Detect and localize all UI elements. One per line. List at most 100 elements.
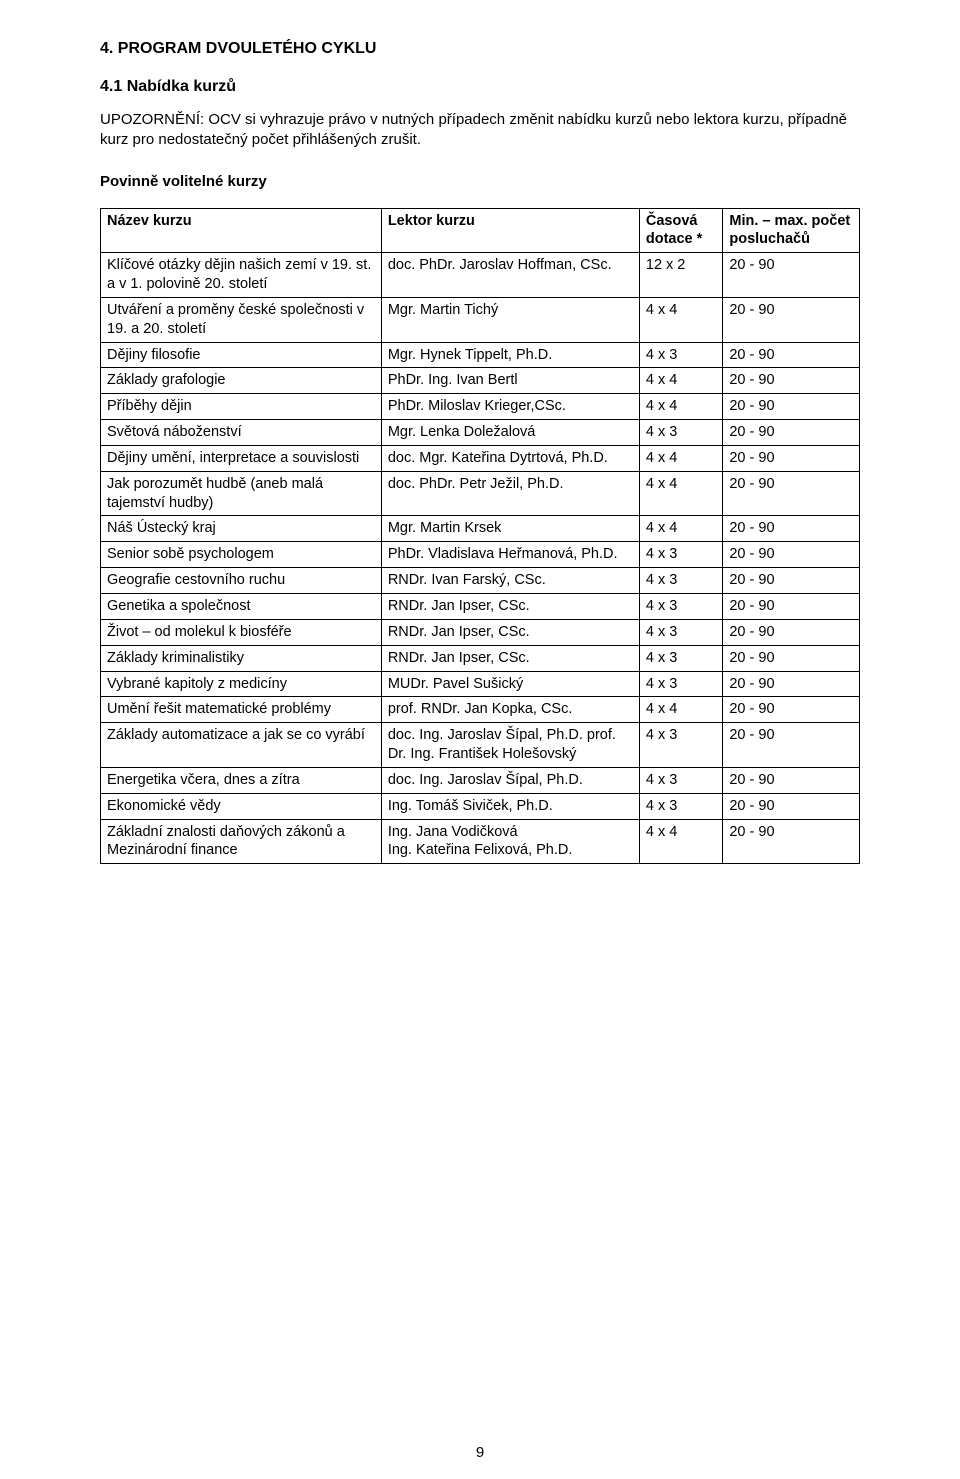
- cell-minmax: 20 - 90: [723, 594, 860, 620]
- cell-name: Základní znalosti daňových zákonů a Mezi…: [101, 819, 382, 864]
- cell-dotace: 4 x 3: [639, 568, 722, 594]
- optional-courses-label: Povinně volitelné kurzy: [100, 173, 860, 190]
- cell-name: Ekonomické vědy: [101, 793, 382, 819]
- cell-dotace: 4 x 3: [639, 342, 722, 368]
- cell-lecturer: PhDr. Ing. Ivan Bertl: [381, 368, 639, 394]
- cell-minmax: 20 - 90: [723, 619, 860, 645]
- cell-name: Příběhy dějin: [101, 394, 382, 420]
- document-page: 4. PROGRAM DVOULETÉHO CYKLU 4.1 Nabídka …: [0, 0, 960, 1479]
- cell-dotace: 4 x 3: [639, 645, 722, 671]
- cell-dotace: 4 x 4: [639, 394, 722, 420]
- cell-dotace: 4 x 4: [639, 697, 722, 723]
- cell-dotace: 4 x 4: [639, 297, 722, 342]
- cell-minmax: 20 - 90: [723, 394, 860, 420]
- cell-dotace: 4 x 3: [639, 542, 722, 568]
- cell-minmax: 20 - 90: [723, 542, 860, 568]
- table-row: Dějiny filosofieMgr. Hynek Tippelt, Ph.D…: [101, 342, 860, 368]
- cell-name: Život – od molekul k biosféře: [101, 619, 382, 645]
- cell-minmax: 20 - 90: [723, 645, 860, 671]
- cell-lecturer: PhDr. Miloslav Krieger,CSc.: [381, 394, 639, 420]
- cell-lecturer: Ing. Jana VodičkováIng. Kateřina Felixov…: [381, 819, 639, 864]
- table-row: Jak porozumět hudbě (aneb malá tajemství…: [101, 471, 860, 516]
- table-row: Energetika včera, dnes a zítradoc. Ing. …: [101, 767, 860, 793]
- cell-minmax: 20 - 90: [723, 793, 860, 819]
- cell-name: Dějiny filosofie: [101, 342, 382, 368]
- cell-minmax: 20 - 90: [723, 697, 860, 723]
- table-row: Příběhy dějinPhDr. Miloslav Krieger,CSc.…: [101, 394, 860, 420]
- cell-dotace: 4 x 4: [639, 819, 722, 864]
- cell-dotace: 4 x 3: [639, 594, 722, 620]
- cell-dotace: 4 x 4: [639, 471, 722, 516]
- cell-dotace: 4 x 3: [639, 767, 722, 793]
- cell-dotace: 4 x 4: [639, 368, 722, 394]
- cell-lecturer: PhDr. Vladislava Heřmanová, Ph.D.: [381, 542, 639, 568]
- table-row: Vybrané kapitoly z medicínyMUDr. Pavel S…: [101, 671, 860, 697]
- table-header-row: Název kurzu Lektor kurzu Časová dotace *…: [101, 208, 860, 253]
- table-row: Dějiny umění, interpretace a souvislosti…: [101, 445, 860, 471]
- cell-lecturer: Mgr. Hynek Tippelt, Ph.D.: [381, 342, 639, 368]
- table-row: Základy kriminalistikyRNDr. Jan Ipser, C…: [101, 645, 860, 671]
- col-header-dotace: Časová dotace *: [639, 208, 722, 253]
- cell-name: Dějiny umění, interpretace a souvislosti: [101, 445, 382, 471]
- subsection-heading: 4.1 Nabídka kurzů: [100, 78, 860, 96]
- cell-lecturer: MUDr. Pavel Sušický: [381, 671, 639, 697]
- cell-name: Energetika včera, dnes a zítra: [101, 767, 382, 793]
- table-row: Základy grafologiePhDr. Ing. Ivan Bertl4…: [101, 368, 860, 394]
- cell-name: Vybrané kapitoly z medicíny: [101, 671, 382, 697]
- cell-lecturer: doc. PhDr. Petr Ježil, Ph.D.: [381, 471, 639, 516]
- cell-dotace: 4 x 4: [639, 445, 722, 471]
- cell-minmax: 20 - 90: [723, 253, 860, 298]
- cell-name: Utváření a proměny české společnosti v 1…: [101, 297, 382, 342]
- page-number: 9: [0, 1444, 960, 1461]
- cell-name: Genetika a společnost: [101, 594, 382, 620]
- cell-lecturer: RNDr. Jan Ipser, CSc.: [381, 594, 639, 620]
- cell-lecturer: RNDr. Jan Ipser, CSc.: [381, 619, 639, 645]
- cell-minmax: 20 - 90: [723, 767, 860, 793]
- col-header-name: Název kurzu: [101, 208, 382, 253]
- cell-name: Základy kriminalistiky: [101, 645, 382, 671]
- table-row: Základy automatizace a jak se co vyrábíd…: [101, 723, 860, 768]
- cell-name: Klíčové otázky dějin našich zemí v 19. s…: [101, 253, 382, 298]
- cell-lecturer: Ing. Tomáš Siviček, Ph.D.: [381, 793, 639, 819]
- cell-name: Jak porozumět hudbě (aneb malá tajemství…: [101, 471, 382, 516]
- cell-dotace: 4 x 3: [639, 723, 722, 768]
- cell-lecturer: Mgr. Martin Tichý: [381, 297, 639, 342]
- courses-table: Název kurzu Lektor kurzu Časová dotace *…: [100, 208, 860, 865]
- cell-dotace: 4 x 3: [639, 619, 722, 645]
- cell-minmax: 20 - 90: [723, 568, 860, 594]
- cell-lecturer: prof. RNDr. Jan Kopka, CSc.: [381, 697, 639, 723]
- cell-minmax: 20 - 90: [723, 723, 860, 768]
- cell-minmax: 20 - 90: [723, 368, 860, 394]
- table-row: Ekonomické vědyIng. Tomáš Siviček, Ph.D.…: [101, 793, 860, 819]
- cell-minmax: 20 - 90: [723, 445, 860, 471]
- table-row: Senior sobě psychologemPhDr. Vladislava …: [101, 542, 860, 568]
- table-row: Život – od molekul k biosféřeRNDr. Jan I…: [101, 619, 860, 645]
- cell-lecturer: Mgr. Martin Krsek: [381, 516, 639, 542]
- table-row: Umění řešit matematické problémyprof. RN…: [101, 697, 860, 723]
- cell-name: Umění řešit matematické problémy: [101, 697, 382, 723]
- table-row: Geografie cestovního ruchuRNDr. Ivan Far…: [101, 568, 860, 594]
- table-row: Světová náboženstvíMgr. Lenka Doležalová…: [101, 420, 860, 446]
- cell-name: Světová náboženství: [101, 420, 382, 446]
- table-row: Utváření a proměny české společnosti v 1…: [101, 297, 860, 342]
- cell-minmax: 20 - 90: [723, 819, 860, 864]
- section-heading: 4. PROGRAM DVOULETÉHO CYKLU: [100, 40, 860, 58]
- table-row: Klíčové otázky dějin našich zemí v 19. s…: [101, 253, 860, 298]
- cell-lecturer: doc. Mgr. Kateřina Dytrtová, Ph.D.: [381, 445, 639, 471]
- table-row: Náš Ústecký krajMgr. Martin Krsek4 x 420…: [101, 516, 860, 542]
- cell-lecturer: Mgr. Lenka Doležalová: [381, 420, 639, 446]
- cell-dotace: 12 x 2: [639, 253, 722, 298]
- cell-name: Geografie cestovního ruchu: [101, 568, 382, 594]
- col-header-lecturer: Lektor kurzu: [381, 208, 639, 253]
- col-header-minmax: Min. – max. počet posluchačů: [723, 208, 860, 253]
- cell-dotace: 4 x 3: [639, 671, 722, 697]
- cell-minmax: 20 - 90: [723, 342, 860, 368]
- cell-dotace: 4 x 3: [639, 793, 722, 819]
- cell-name: Náš Ústecký kraj: [101, 516, 382, 542]
- cell-dotace: 4 x 3: [639, 420, 722, 446]
- cell-lecturer: doc. PhDr. Jaroslav Hoffman, CSc.: [381, 253, 639, 298]
- cell-name: Základy grafologie: [101, 368, 382, 394]
- cell-name: Senior sobě psychologem: [101, 542, 382, 568]
- cell-minmax: 20 - 90: [723, 671, 860, 697]
- cell-minmax: 20 - 90: [723, 516, 860, 542]
